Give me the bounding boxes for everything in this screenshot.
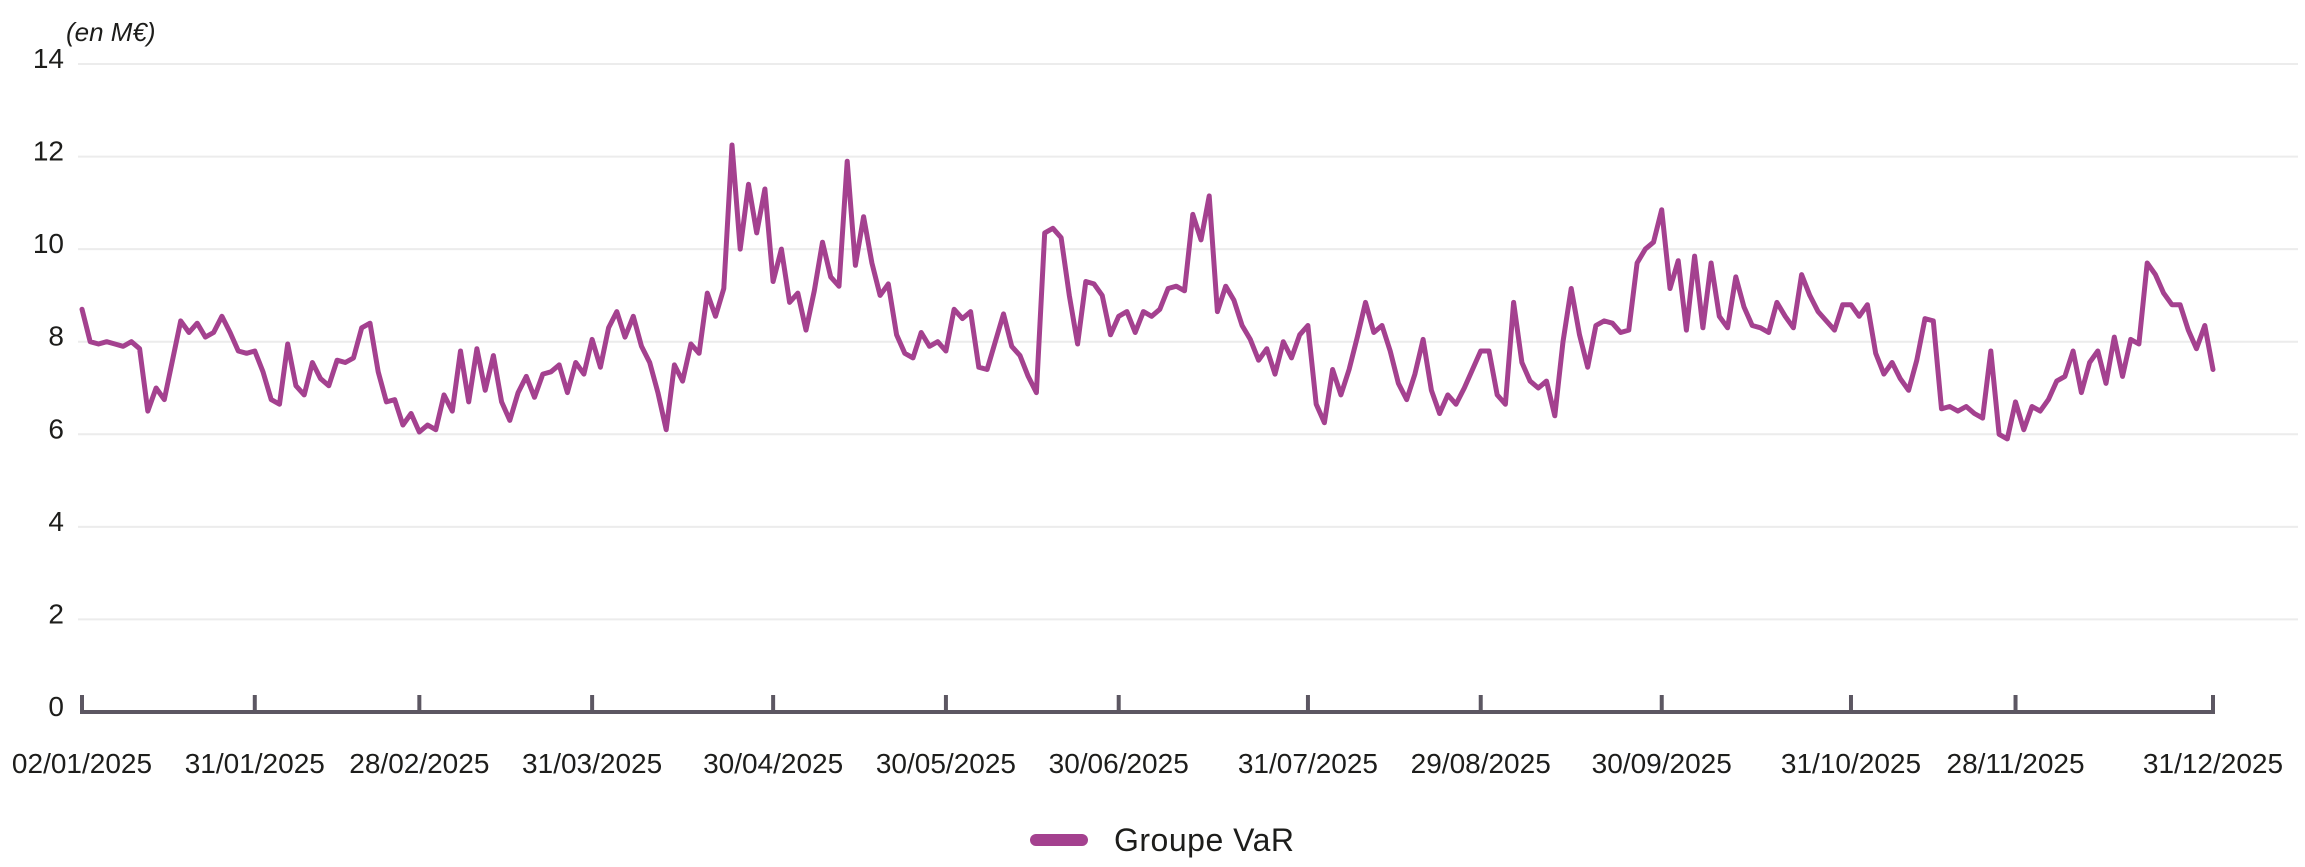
- x-axis-tick-label: 02/01/2025: [12, 748, 152, 779]
- x-axis-tick-label: 30/05/2025: [876, 748, 1016, 779]
- y-axis-tick-label: 4: [48, 506, 64, 537]
- x-axis-tick-label: 29/08/2025: [1411, 748, 1551, 779]
- x-axis-tick-label: 31/03/2025: [522, 748, 662, 779]
- y-axis-tick-label: 12: [33, 136, 64, 167]
- x-axis-tick-label: 31/07/2025: [1238, 748, 1378, 779]
- x-axis-tick-label: 28/11/2025: [1947, 748, 2085, 779]
- legend-label-groupe-var: Groupe VaR: [1114, 821, 1295, 858]
- y-axis-labels: 0 2 4 6 8 10 12 14: [33, 43, 64, 722]
- y-axis-tick-label: 8: [48, 321, 64, 352]
- x-axis-tick-label: 30/06/2025: [1049, 748, 1189, 779]
- x-axis-tick-label: 28/02/2025: [349, 748, 489, 779]
- legend: Groupe VaR: [1030, 820, 1295, 860]
- y-axis-tick-label: 0: [48, 691, 64, 722]
- x-axis-tick-label: 30/04/2025: [703, 748, 843, 779]
- legend-swatch-groupe-var: [1030, 834, 1088, 846]
- groupe-var-line: [79, 142, 2216, 442]
- x-axis-tick-label: 30/09/2025: [1592, 748, 1732, 779]
- y-axis-tick-label: 14: [33, 43, 64, 74]
- unit-label: (en M€): [66, 17, 156, 47]
- y-axis-tick-label: 6: [48, 413, 64, 444]
- x-axis-tick-label: 31/12/2025: [2143, 748, 2283, 779]
- gridlines: [78, 63, 2298, 621]
- series-group: [79, 142, 2216, 442]
- x-axis: 02/01/2025 31/01/2025 28/02/2025 31/03/2025…: [12, 695, 2283, 779]
- y-axis-tick-label: 10: [33, 228, 64, 259]
- y-axis-tick-label: 2: [48, 598, 64, 629]
- x-axis-tick-label: 31/01/2025: [185, 748, 325, 779]
- x-axis-tick-label: 31/10/2025: [1781, 748, 1921, 779]
